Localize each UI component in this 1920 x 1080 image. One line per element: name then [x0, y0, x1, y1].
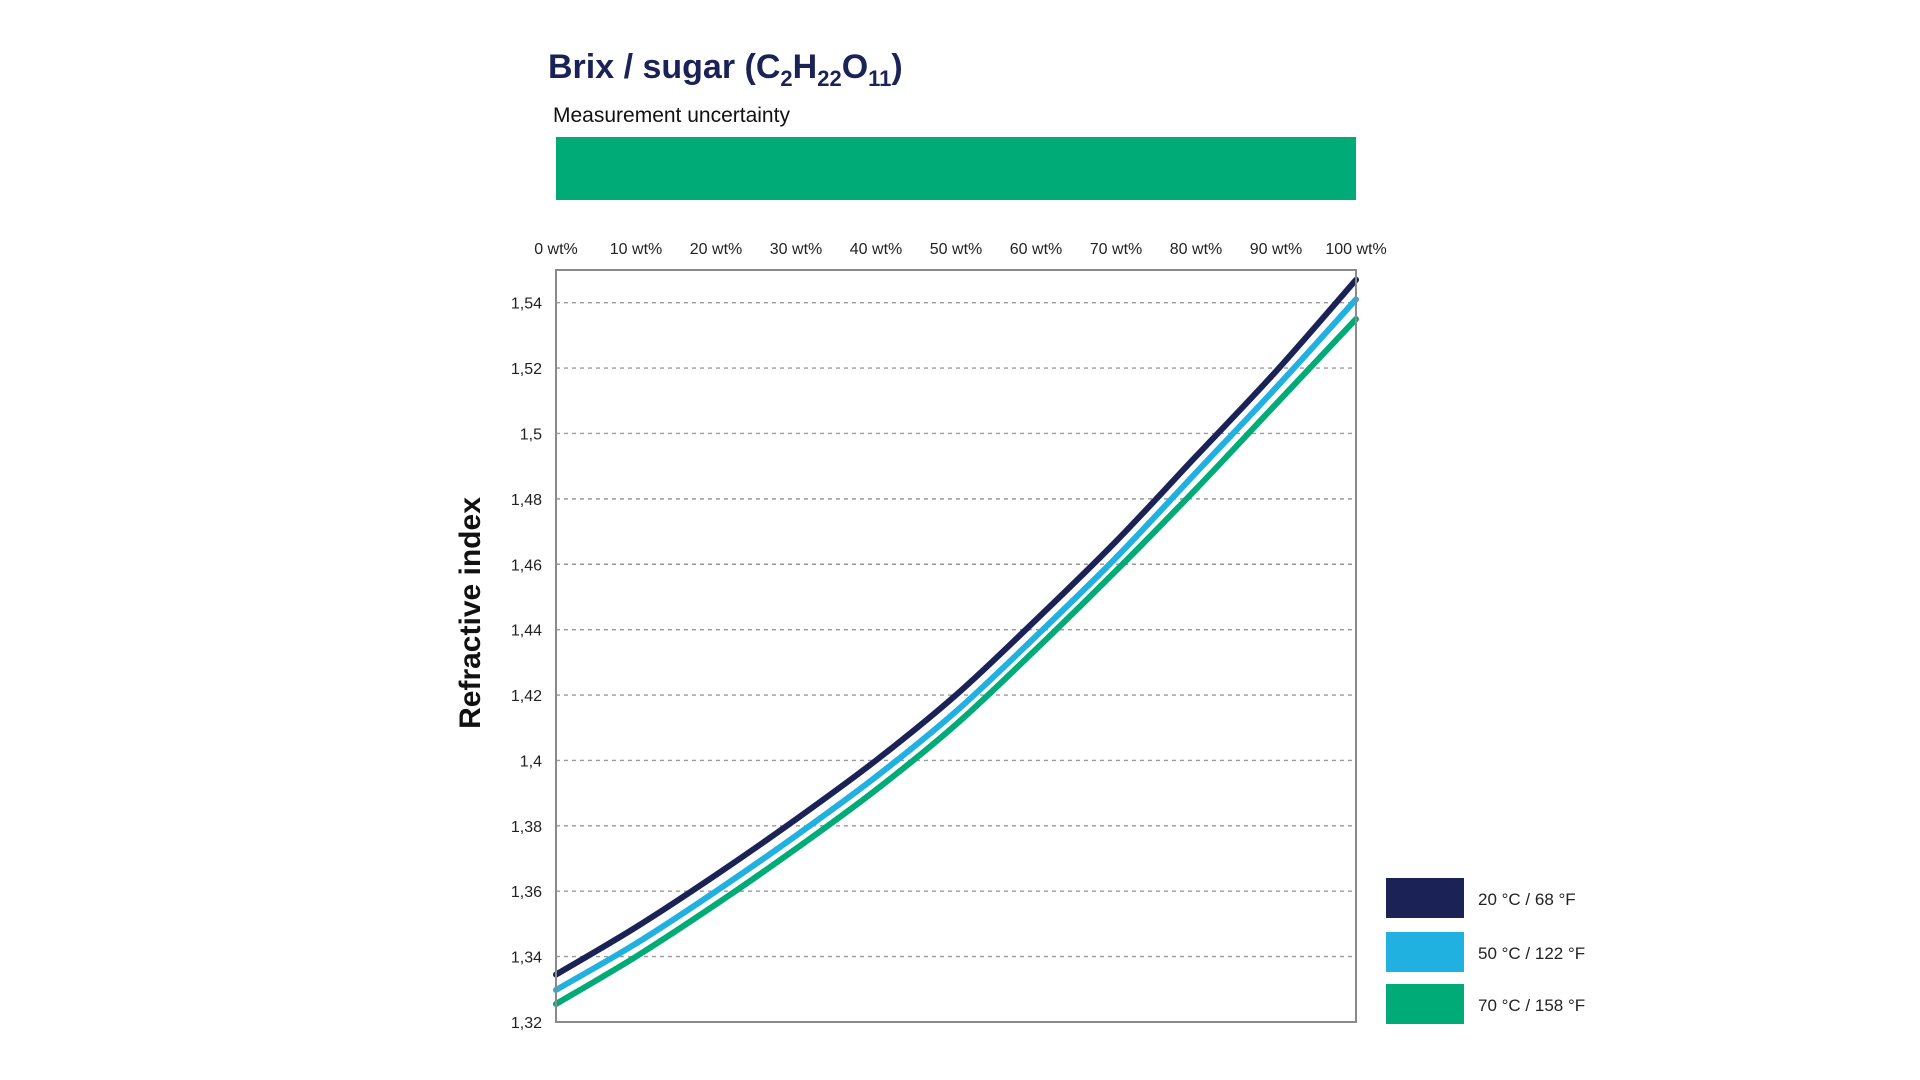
uncertainty-label: Measurement uncertainty — [553, 104, 790, 127]
x-tick-label-4: 40 wt% — [850, 241, 902, 258]
y-tick-label-7: 1,46 — [511, 557, 542, 574]
x-tick-label-8: 80 wt% — [1170, 241, 1222, 258]
legend-label-2: 70 °C / 158 °F — [1478, 996, 1585, 1015]
title-prefix: Brix / sugar (C — [548, 48, 780, 86]
title-sub-1: 2 — [780, 66, 792, 91]
y-tick-label-10: 1,52 — [511, 361, 542, 378]
y-tick-label-0: 1,32 — [511, 1015, 542, 1032]
series-line-2 — [553, 316, 1359, 1008]
x-tick-label-3: 30 wt% — [770, 241, 822, 258]
series-line-0 — [553, 276, 1359, 978]
legend-swatch-2 — [1386, 984, 1464, 1024]
grid-lines — [556, 301, 1356, 958]
x-tick-labels: 0 wt% 10 wt% 20 wt% 30 wt% 40 wt% 50 wt% 60 wt… — [534, 241, 1386, 258]
y-tick-label-9: 1,5 — [520, 426, 542, 443]
title-sub-2: 22 — [817, 66, 841, 91]
y-axis-label: Refractive index — [454, 497, 487, 729]
y-tick-label-2: 1,36 — [511, 884, 542, 901]
y-tick-label-11: 1,54 — [511, 296, 542, 313]
series-lines — [553, 276, 1359, 1008]
x-tick-label-10: 100 wt% — [1325, 241, 1386, 258]
legend-swatch-1 — [1386, 932, 1464, 972]
legend: 20 °C / 68 °F 50 °C / 122 °F 70 °C / 158 °… — [1386, 878, 1585, 1024]
title-sub-3: 11 — [868, 66, 891, 91]
x-tick-label-7: 70 wt% — [1090, 241, 1142, 258]
plot-frame — [555, 269, 1357, 1023]
x-tick-label-0: 0 wt% — [534, 241, 578, 258]
title-mid-2: O — [842, 48, 868, 86]
y-tick-label-4: 1,4 — [520, 753, 542, 770]
x-tick-label-5: 50 wt% — [930, 241, 982, 258]
x-tick-label-6: 60 wt% — [1010, 241, 1062, 258]
title-mid-1: H — [793, 48, 818, 86]
y-tick-labels: 1,32 1,34 1,36 1,38 1,4 1,42 1,44 1,46 1,48 1,5 1,… — [511, 296, 542, 1032]
title-suffix: ) — [891, 48, 902, 86]
y-tick-label-1: 1,34 — [511, 950, 542, 967]
x-tick-label-9: 90 wt% — [1250, 241, 1302, 258]
chart-title: Brix / sugar (C2H22O11) — [548, 48, 903, 91]
series-line-1 — [553, 296, 1359, 993]
legend-label-0: 20 °C / 68 °F — [1478, 890, 1576, 909]
x-tick-label-1: 10 wt% — [610, 241, 662, 258]
legend-label-1: 50 °C / 122 °F — [1478, 944, 1585, 963]
legend-swatch-0 — [1386, 878, 1464, 918]
y-tick-label-5: 1,42 — [511, 688, 542, 705]
y-tick-label-8: 1,48 — [511, 492, 542, 509]
y-tick-label-6: 1,44 — [511, 623, 542, 640]
y-tick-label-3: 1,38 — [511, 819, 542, 836]
x-tick-label-2: 20 wt% — [690, 241, 742, 258]
uncertainty-bar — [556, 137, 1356, 200]
